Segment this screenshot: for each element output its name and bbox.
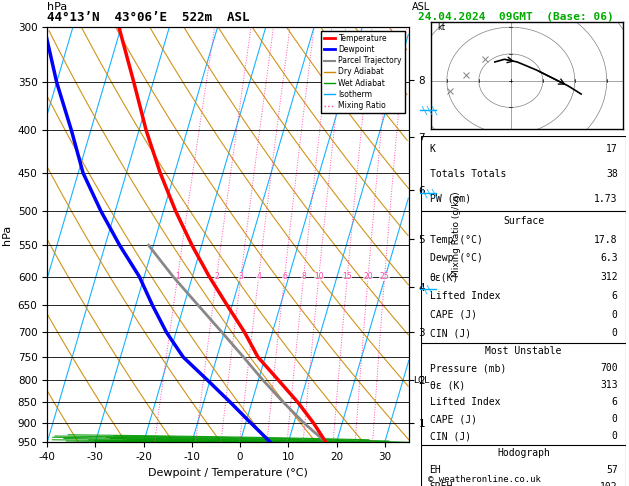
Text: 38: 38: [606, 169, 618, 179]
Text: 4: 4: [256, 272, 261, 281]
Text: CIN (J): CIN (J): [430, 431, 470, 441]
Text: PW (cm): PW (cm): [430, 194, 470, 204]
Text: Totals Totals: Totals Totals: [430, 169, 506, 179]
Text: Lifted Index: Lifted Index: [430, 397, 500, 407]
Text: EH: EH: [430, 465, 442, 475]
Text: Mixing Ratio (g/kg): Mixing Ratio (g/kg): [452, 191, 460, 278]
Text: CAPE (J): CAPE (J): [430, 310, 477, 319]
Text: Temp (°C): Temp (°C): [430, 235, 482, 244]
Text: Pressure (mb): Pressure (mb): [430, 363, 506, 373]
Text: SREH: SREH: [430, 482, 453, 486]
Text: 8: 8: [301, 272, 306, 281]
Text: 6.3: 6.3: [600, 253, 618, 263]
Text: LCL: LCL: [413, 376, 429, 385]
Text: 17: 17: [606, 144, 618, 154]
Text: |: |: [420, 283, 428, 294]
Text: 0: 0: [612, 414, 618, 424]
Text: 102: 102: [600, 482, 618, 486]
Text: 0: 0: [612, 431, 618, 441]
X-axis label: Dewpoint / Temperature (°C): Dewpoint / Temperature (°C): [148, 468, 308, 478]
Text: θε (K): θε (K): [430, 380, 465, 390]
Text: |: |: [420, 104, 428, 115]
Text: 700: 700: [600, 363, 618, 373]
Text: CAPE (J): CAPE (J): [430, 414, 477, 424]
Text: θε(K): θε(K): [430, 272, 459, 282]
Text: © weatheronline.co.uk: © weatheronline.co.uk: [428, 474, 540, 484]
Text: Lifted Index: Lifted Index: [430, 291, 500, 301]
Text: CIN (J): CIN (J): [430, 328, 470, 338]
Text: 17.8: 17.8: [594, 235, 618, 244]
Text: 57: 57: [606, 465, 618, 475]
Text: 3: 3: [238, 272, 243, 281]
Text: hPa: hPa: [47, 2, 67, 12]
Text: 312: 312: [600, 272, 618, 282]
Text: 25: 25: [380, 272, 389, 281]
Text: 2: 2: [214, 272, 219, 281]
Text: K: K: [430, 144, 435, 154]
Text: 6: 6: [282, 272, 287, 281]
Text: 15: 15: [342, 272, 352, 281]
Text: 6: 6: [612, 397, 618, 407]
Text: 44°13’N  43°06’E  522m  ASL: 44°13’N 43°06’E 522m ASL: [47, 11, 250, 24]
Text: 1.73: 1.73: [594, 194, 618, 204]
Y-axis label: hPa: hPa: [2, 225, 12, 244]
Text: 20: 20: [364, 272, 373, 281]
Text: kt: kt: [437, 23, 445, 32]
Text: Hodograph: Hodograph: [497, 448, 550, 458]
Text: |: |: [420, 188, 428, 198]
Text: Most Unstable: Most Unstable: [486, 346, 562, 356]
Text: 1: 1: [175, 272, 180, 281]
Text: km
ASL: km ASL: [412, 0, 430, 12]
Text: Surface: Surface: [503, 216, 544, 226]
Text: |: |: [425, 188, 433, 198]
Text: 0: 0: [612, 328, 618, 338]
Text: 24.04.2024  09GMT  (Base: 06): 24.04.2024 09GMT (Base: 06): [418, 12, 614, 22]
Text: |: |: [430, 188, 438, 198]
Text: 6: 6: [612, 291, 618, 301]
Text: 10: 10: [314, 272, 324, 281]
Legend: Temperature, Dewpoint, Parcel Trajectory, Dry Adiabat, Wet Adiabat, Isotherm, Mi: Temperature, Dewpoint, Parcel Trajectory…: [321, 31, 405, 113]
Text: |: |: [425, 104, 433, 115]
Text: |: |: [425, 283, 433, 294]
Text: Dewp (°C): Dewp (°C): [430, 253, 482, 263]
Text: |: |: [430, 104, 438, 115]
Text: 313: 313: [600, 380, 618, 390]
Text: 0: 0: [612, 310, 618, 319]
